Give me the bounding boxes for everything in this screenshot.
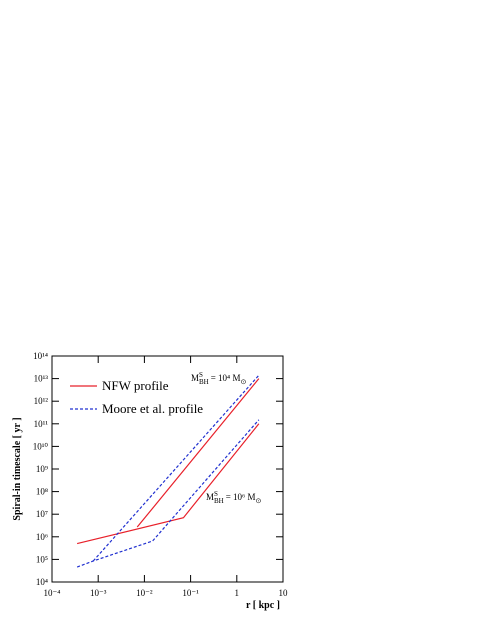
series-line [76, 419, 260, 568]
x-tick-label: 10⁻³ [90, 588, 107, 598]
annotation-unit-sub: ⊙ [240, 378, 246, 386]
y-tick-label: 10⁶ [36, 532, 48, 542]
legend-label: Moore et al. profile [102, 401, 203, 416]
y-tick-label: 10¹² [34, 396, 49, 406]
x-axis-label: r [ kpc ] [246, 600, 280, 611]
annotation-sub: BH [214, 497, 224, 505]
annotation-symbol: M [206, 492, 214, 502]
series-line [76, 423, 260, 545]
annotation: MS BH = 10⁴ M⊙ [191, 371, 246, 386]
x-tick-label: 10 [279, 588, 289, 598]
annotation: MS BH = 10⁶ M⊙ [206, 490, 261, 505]
annotation-unit-sub: ⊙ [255, 497, 261, 505]
series-line [136, 378, 260, 528]
annotation-rhs: = 10⁶ M [226, 492, 256, 502]
annotation-sup: S [214, 490, 218, 498]
y-tick-label: 10¹³ [34, 374, 49, 384]
y-tick-label: 10¹¹ [34, 419, 49, 429]
annotation-rhs: = 10⁴ M [211, 373, 241, 383]
y-tick-label: 10⁷ [36, 509, 48, 519]
x-tick-label: 10⁻¹ [182, 588, 199, 598]
y-tick-label: 10⁵ [36, 554, 48, 564]
y-tick-label: 10¹⁴ [33, 351, 48, 361]
annotation-sup: S [199, 371, 203, 379]
annotation-sub: BH [199, 378, 209, 386]
y-tick-label: 10⁹ [36, 464, 48, 474]
y-tick-label: 10⁸ [36, 487, 48, 497]
x-tick-label: 10⁻² [136, 588, 153, 598]
legend-label: NFW profile [102, 378, 169, 393]
series-line [92, 374, 260, 562]
y-tick-label: 10¹⁰ [33, 441, 49, 451]
annotation-symbol: M [191, 373, 199, 383]
x-tick-label: 1 [235, 588, 240, 598]
y-axis-label: Spiral-in timescale [ yr ] [12, 417, 23, 520]
x-tick-label: 10⁻⁴ [44, 588, 61, 598]
y-tick-label: 10⁴ [36, 577, 48, 587]
